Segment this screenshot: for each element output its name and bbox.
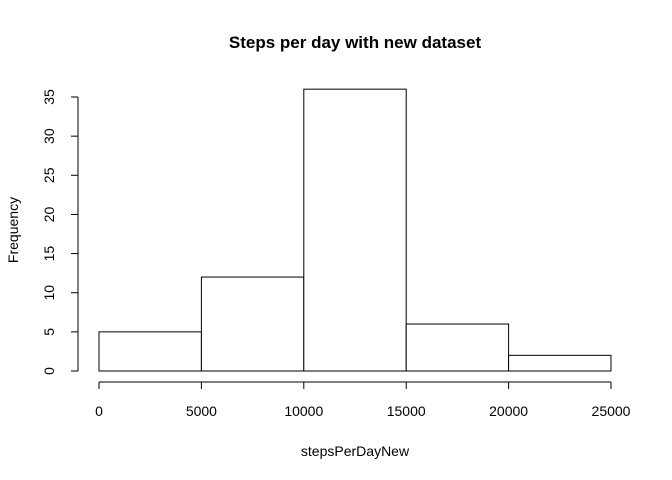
histogram-bar-2 <box>303 88 407 372</box>
x-tick-label-5: 25000 <box>592 403 631 419</box>
x-tick-label-0: 0 <box>95 403 103 419</box>
y-tick-label-0: 0 <box>41 367 57 375</box>
histogram-bar-4 <box>508 354 612 372</box>
y-tick-label-3: 15 <box>41 246 57 262</box>
histogram-bar-0 <box>98 331 202 372</box>
y-tick-label-6: 30 <box>41 128 57 144</box>
x-axis: 0 5000 10000 15000 20000 25000 <box>95 381 631 419</box>
y-tick-label-2: 10 <box>41 285 57 301</box>
y-tick-label-1: 5 <box>41 328 57 336</box>
bars-group <box>98 88 612 372</box>
x-tick-label-3: 15000 <box>387 403 426 419</box>
y-axis: 0 5 10 15 20 25 30 35 <box>41 89 79 375</box>
x-axis-label: stepsPerDayNew <box>301 443 410 459</box>
x-tick-label-2: 10000 <box>284 403 323 419</box>
y-axis-label: Frequency <box>5 197 21 263</box>
x-tick-label-1: 5000 <box>186 403 217 419</box>
chart-title: Steps per day with new dataset <box>229 33 482 52</box>
histogram-bar-1 <box>200 276 305 372</box>
x-tick-label-4: 20000 <box>489 403 528 419</box>
y-tick-label-4: 20 <box>41 206 57 222</box>
y-tick-label-5: 25 <box>41 167 57 183</box>
y-tick-label-7: 35 <box>41 89 57 105</box>
histogram-bar-3 <box>405 323 510 372</box>
